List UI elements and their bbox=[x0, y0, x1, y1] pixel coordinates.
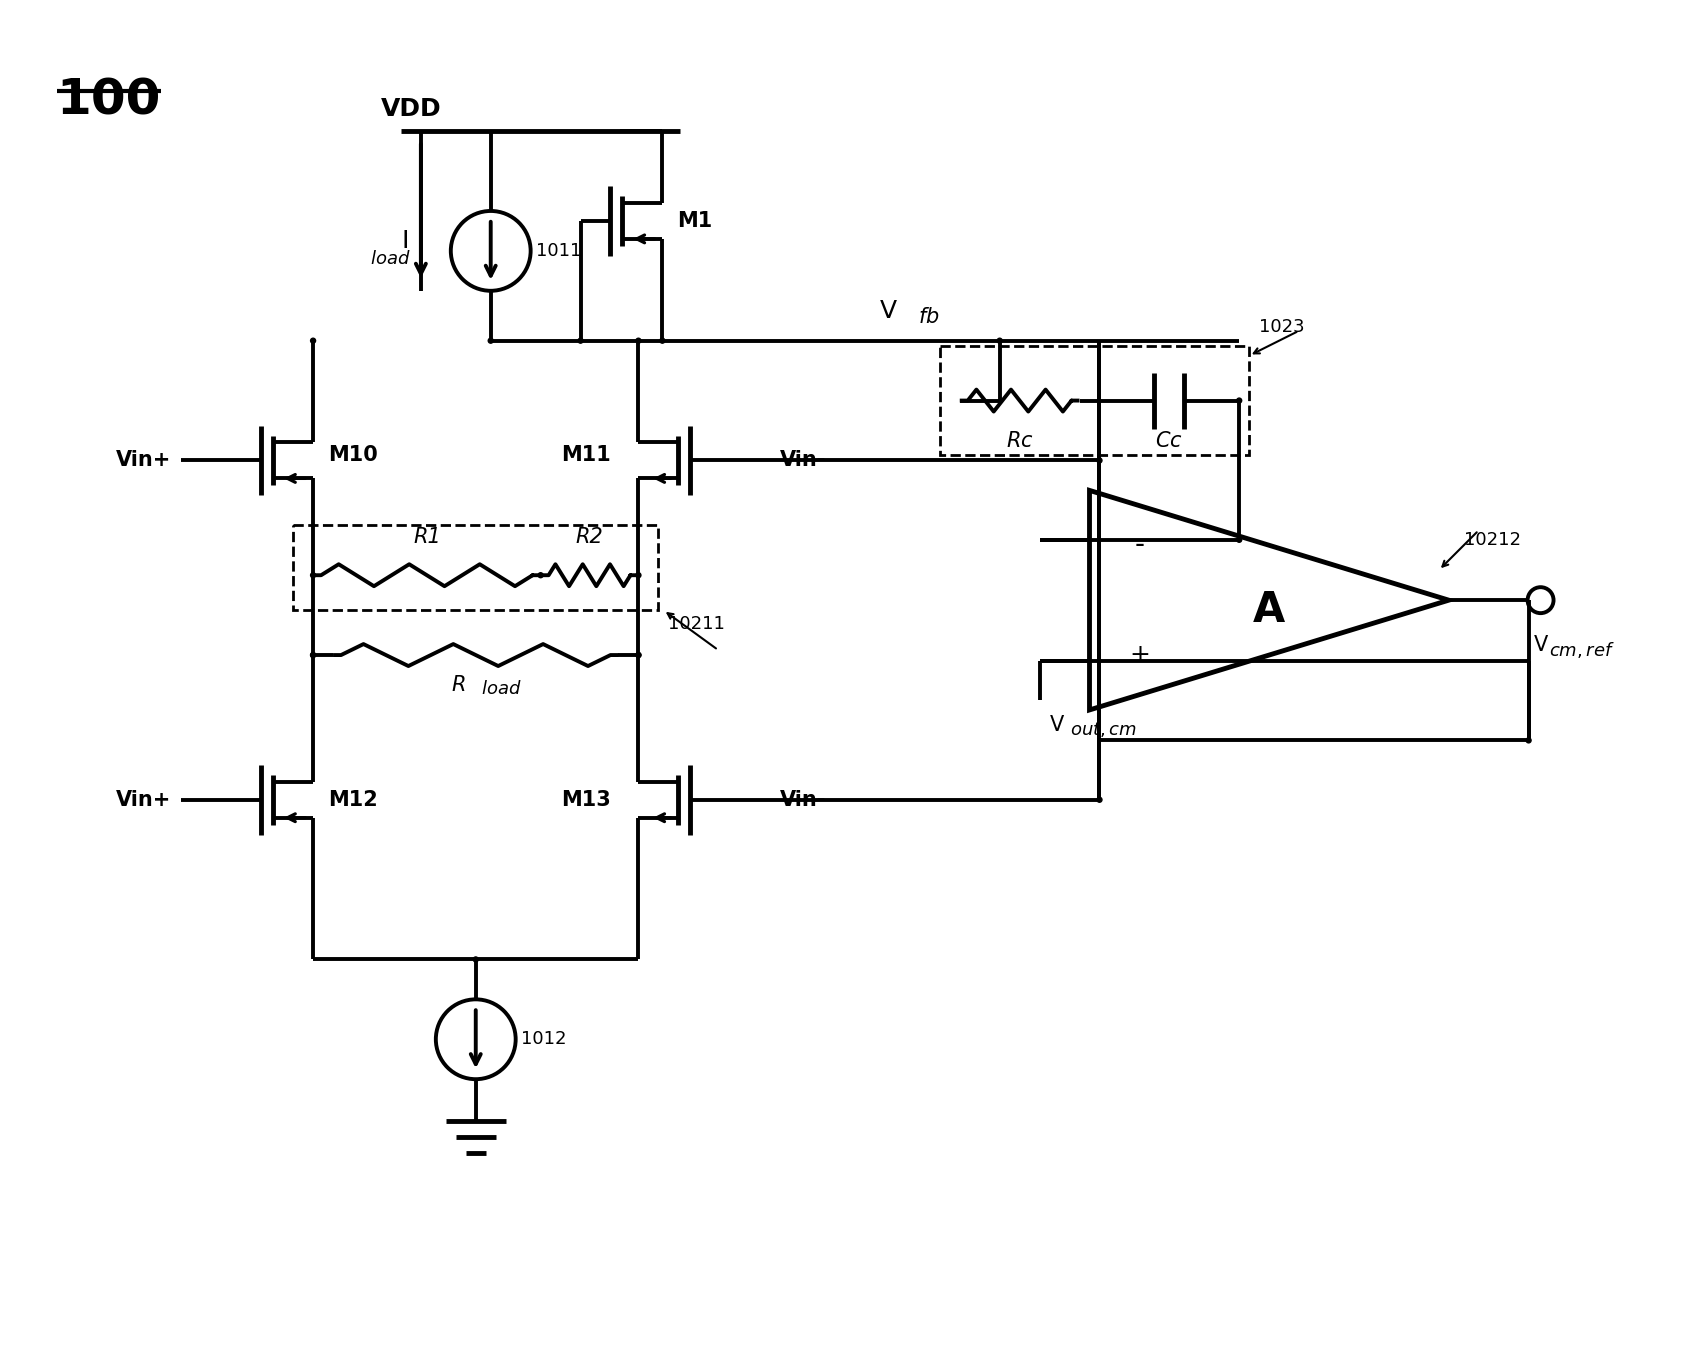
Text: V: V bbox=[880, 298, 897, 323]
Text: 100: 100 bbox=[57, 76, 160, 124]
Circle shape bbox=[1096, 797, 1101, 803]
Circle shape bbox=[311, 572, 316, 578]
Text: 10212: 10212 bbox=[1464, 532, 1520, 549]
Text: M11: M11 bbox=[561, 446, 610, 465]
Circle shape bbox=[1527, 737, 1532, 743]
Text: 1011: 1011 bbox=[535, 241, 581, 260]
Text: 1012: 1012 bbox=[520, 1030, 566, 1048]
Text: +: + bbox=[1128, 643, 1150, 667]
Circle shape bbox=[311, 338, 316, 343]
Circle shape bbox=[473, 957, 478, 962]
Text: VDD: VDD bbox=[380, 97, 441, 121]
Text: $Cc$: $Cc$ bbox=[1155, 431, 1184, 451]
Circle shape bbox=[311, 653, 316, 657]
Text: -: - bbox=[1135, 532, 1145, 559]
Text: Vin-: Vin- bbox=[780, 450, 826, 470]
Bar bbox=[294, 525, 659, 611]
Text: 1023: 1023 bbox=[1260, 318, 1306, 335]
Text: I: I bbox=[402, 229, 409, 254]
Text: R2: R2 bbox=[576, 527, 603, 548]
Circle shape bbox=[578, 338, 583, 343]
Circle shape bbox=[1236, 398, 1241, 403]
Text: 10211: 10211 bbox=[669, 615, 725, 634]
Circle shape bbox=[1236, 537, 1241, 542]
Text: Vin+: Vin+ bbox=[117, 789, 171, 810]
Text: M13: M13 bbox=[561, 789, 610, 810]
Bar bbox=[939, 346, 1250, 455]
Circle shape bbox=[637, 338, 640, 343]
Circle shape bbox=[539, 572, 544, 578]
Text: $load$: $load$ bbox=[481, 680, 522, 698]
Circle shape bbox=[637, 572, 640, 578]
Text: A: A bbox=[1253, 589, 1285, 631]
Text: M12: M12 bbox=[328, 789, 378, 810]
Circle shape bbox=[488, 338, 493, 343]
Circle shape bbox=[311, 653, 316, 657]
Text: M1: M1 bbox=[677, 211, 713, 230]
Text: R1: R1 bbox=[414, 527, 441, 548]
Text: $Rc$: $Rc$ bbox=[1005, 431, 1034, 451]
Circle shape bbox=[997, 338, 1002, 343]
Text: M10: M10 bbox=[328, 446, 378, 465]
Text: V: V bbox=[1049, 716, 1064, 736]
Circle shape bbox=[1096, 458, 1101, 463]
Text: V: V bbox=[1534, 635, 1547, 656]
Circle shape bbox=[637, 653, 640, 657]
Text: $cm,ref$: $cm,ref$ bbox=[1549, 641, 1615, 660]
Text: $fb$: $fb$ bbox=[917, 307, 939, 327]
Circle shape bbox=[660, 338, 665, 343]
Circle shape bbox=[637, 653, 640, 657]
Text: $load$: $load$ bbox=[370, 249, 410, 269]
Text: Vin+: Vin+ bbox=[117, 450, 171, 470]
Text: R: R bbox=[451, 675, 466, 695]
Text: Vin-: Vin- bbox=[780, 789, 826, 810]
Text: $out,cm$: $out,cm$ bbox=[1069, 721, 1137, 739]
